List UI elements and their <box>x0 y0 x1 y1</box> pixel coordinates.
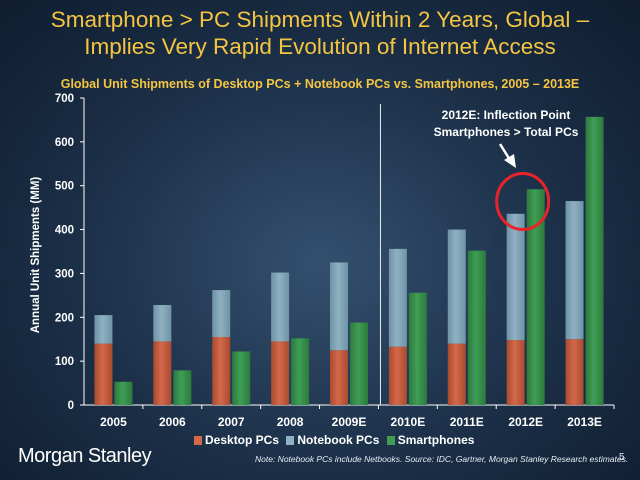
legend-swatch-notebook <box>286 436 295 445</box>
y-tick-label: 100 <box>55 356 74 368</box>
x-tick-label-2006: 2006 <box>159 415 186 429</box>
chart-title: Global Unit Shipments of Desktop PCs + N… <box>60 77 580 91</box>
bar-smartphone-2006 <box>173 370 192 405</box>
annotation-line1: 2012E: Inflection Point <box>441 108 571 122</box>
bar-smartphone-2008 <box>291 338 310 405</box>
legend-swatch-smartphone <box>386 436 395 445</box>
bar-notebook-2009E <box>330 262 348 351</box>
slide-title-line2: Implies Very Rapid Evolution of Internet… <box>84 34 556 59</box>
x-tick-label-2011E: 2011E <box>450 415 484 429</box>
morgan-stanley-logo: Morgan Stanley <box>18 445 152 467</box>
x-tick-label-2013E: 2013E <box>567 415 602 429</box>
bar-smartphone-2010E <box>408 292 427 405</box>
bar-notebook-2011E <box>447 229 466 344</box>
bar-smartphone-2013E <box>585 116 604 405</box>
bar-notebook-2012E <box>506 213 525 341</box>
bar-notebook-2013E <box>565 201 584 340</box>
bar-notebook-2005 <box>94 315 113 344</box>
page-number: 5 <box>619 452 625 463</box>
inflection-annotation: 2012E: Inflection Point Smartphones > To… <box>406 107 606 141</box>
y-tick-label: 600 <box>55 137 74 149</box>
annotation-line2: Smartphones > Total PCs <box>433 125 579 139</box>
x-tick-label-2012E: 2012E <box>508 415 543 429</box>
legend-item-smartphone: Smartphones <box>386 433 475 447</box>
x-tick-label-2008: 2008 <box>277 415 304 429</box>
bar-desktop-2009E <box>330 350 348 405</box>
bar-desktop-2007 <box>212 337 231 405</box>
bar-desktop-2012E <box>506 340 525 405</box>
bar-notebook-2010E <box>388 248 407 347</box>
bar-desktop-2010E <box>388 346 407 405</box>
bar-smartphone-2011E <box>467 250 486 405</box>
legend-label-desktop: Desktop PCs <box>205 433 280 447</box>
legend-item-desktop: Desktop PCs <box>194 433 279 447</box>
chart-legend: Desktop PCs Notebook PCs Smartphones <box>194 433 478 447</box>
bar-smartphone-2009E <box>350 322 368 405</box>
bar-desktop-2008 <box>271 341 290 405</box>
x-tick-label-2005: 2005 <box>100 415 127 429</box>
bar-desktop-2011E <box>447 343 466 405</box>
legend-item-notebook: Notebook PCs <box>286 433 379 447</box>
annotation-arrow-head <box>504 154 516 168</box>
legend-label-smartphone: Smartphones <box>397 433 475 447</box>
slide-title: Smartphone > PC Shipments Within 2 Years… <box>0 6 640 60</box>
source-note: Note: Notebook PCs include Netbooks. Sou… <box>255 454 629 464</box>
bar-smartphone-2007 <box>232 351 251 405</box>
bar-smartphone-2012E <box>526 189 545 405</box>
inflection-highlight-circle <box>495 172 551 232</box>
legend-label-notebook: Notebook PCs <box>297 433 380 447</box>
bar-desktop-2005 <box>94 343 113 405</box>
y-tick-label: 0 <box>68 400 74 412</box>
y-tick-label: 400 <box>55 225 74 237</box>
annotation-arrow-shaft <box>498 143 512 161</box>
bar-notebook-2007 <box>212 290 231 338</box>
slide-title-line1: Smartphone > PC Shipments Within 2 Years… <box>50 7 590 32</box>
legend-swatch-desktop <box>194 436 202 445</box>
x-tick-label-2010E: 2010E <box>391 415 426 429</box>
bar-notebook-2008 <box>271 272 290 342</box>
bar-desktop-2006 <box>153 341 172 405</box>
y-tick-label: 500 <box>55 181 74 193</box>
x-tick-label-2009E: 2009E <box>332 415 367 429</box>
y-tick-label: 700 <box>55 93 74 105</box>
x-tick-label-2007: 2007 <box>218 415 245 429</box>
bar-notebook-2006 <box>153 305 172 342</box>
bar-smartphone-2005 <box>114 381 133 405</box>
bar-desktop-2013E <box>565 339 584 405</box>
y-tick-label: 200 <box>55 312 74 324</box>
y-tick-label: 300 <box>55 268 74 280</box>
